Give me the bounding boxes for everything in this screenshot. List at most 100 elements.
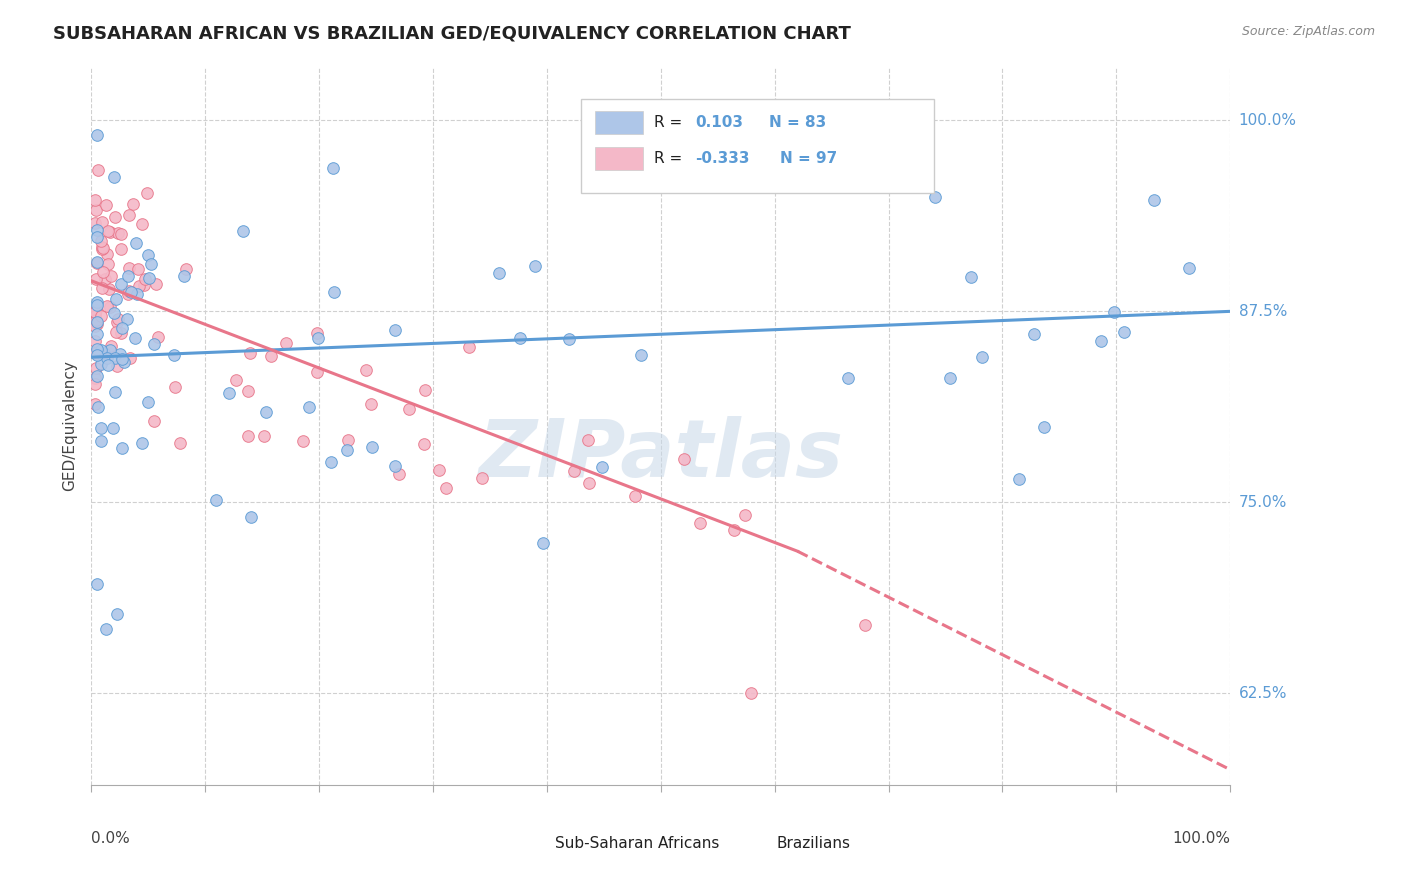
Point xyxy=(86,295,108,310)
Point xyxy=(83,334,105,348)
Point xyxy=(1024,327,1046,342)
Point xyxy=(96,198,118,212)
Point xyxy=(307,331,329,345)
Point xyxy=(163,347,186,361)
Point xyxy=(1090,334,1112,348)
Point xyxy=(83,304,105,318)
Point xyxy=(924,190,946,204)
Point xyxy=(96,247,118,261)
Point xyxy=(86,230,108,244)
Point xyxy=(488,266,510,280)
Point xyxy=(84,272,107,286)
Point xyxy=(117,312,139,326)
Point xyxy=(90,234,112,248)
Point xyxy=(90,242,112,256)
Point xyxy=(672,451,695,466)
Point xyxy=(86,298,108,312)
Text: R =: R = xyxy=(654,115,688,130)
Point xyxy=(90,421,112,435)
Point xyxy=(142,414,165,428)
Point xyxy=(84,361,107,376)
Point xyxy=(94,623,117,637)
Point xyxy=(98,225,121,239)
Point xyxy=(307,365,329,379)
Point xyxy=(127,262,149,277)
Point xyxy=(118,208,141,222)
Point xyxy=(120,351,142,365)
Text: 100.0%: 100.0% xyxy=(1239,113,1296,128)
Point xyxy=(232,224,254,238)
Point xyxy=(86,256,108,270)
Point xyxy=(86,317,108,331)
Point xyxy=(163,379,186,393)
Point xyxy=(83,194,105,208)
Point xyxy=(142,337,165,351)
Text: 62.5%: 62.5% xyxy=(1239,686,1286,701)
Point xyxy=(97,257,120,271)
Point xyxy=(174,261,197,276)
Point xyxy=(146,329,169,343)
Point xyxy=(205,492,228,507)
Point xyxy=(104,326,127,340)
Point xyxy=(97,358,120,372)
Point xyxy=(138,271,160,285)
Point xyxy=(90,343,112,358)
Text: R =: R = xyxy=(654,152,688,166)
Point xyxy=(131,435,153,450)
Text: N = 97: N = 97 xyxy=(780,152,838,166)
Point xyxy=(83,371,105,385)
Point xyxy=(84,203,107,218)
Point xyxy=(93,346,115,360)
Point xyxy=(1114,325,1136,339)
Point xyxy=(104,351,127,365)
Point xyxy=(90,215,112,229)
Point xyxy=(124,331,146,345)
Point xyxy=(101,421,124,435)
Point xyxy=(90,434,112,448)
Point xyxy=(103,305,125,319)
Point xyxy=(84,312,107,326)
Point xyxy=(86,348,108,362)
Point xyxy=(360,397,382,411)
Point xyxy=(84,216,107,230)
Point xyxy=(260,349,283,363)
Point xyxy=(117,268,139,283)
Point xyxy=(531,536,554,550)
FancyBboxPatch shape xyxy=(735,833,769,855)
Point xyxy=(591,459,613,474)
Point xyxy=(218,386,240,401)
Point xyxy=(91,240,114,254)
FancyBboxPatch shape xyxy=(595,111,643,134)
Point xyxy=(131,217,153,231)
Point xyxy=(970,350,993,364)
Point xyxy=(86,163,108,178)
Point xyxy=(83,310,105,324)
Point xyxy=(83,346,105,360)
Point xyxy=(413,383,436,397)
Text: ZIPatlas: ZIPatlas xyxy=(478,416,844,493)
Text: N = 83: N = 83 xyxy=(769,115,827,130)
Point xyxy=(83,377,105,392)
Text: Source: ZipAtlas.com: Source: ZipAtlas.com xyxy=(1241,25,1375,38)
Point xyxy=(630,348,652,362)
Point xyxy=(136,394,159,409)
Point xyxy=(434,482,457,496)
Point xyxy=(239,510,262,524)
Point xyxy=(98,346,121,360)
Point xyxy=(412,436,434,450)
Point xyxy=(94,272,117,286)
Point xyxy=(100,339,122,353)
Y-axis label: GED/Equivalency: GED/Equivalency xyxy=(62,360,77,491)
Point xyxy=(354,363,377,377)
Point xyxy=(298,400,321,414)
Point xyxy=(86,400,108,414)
Point xyxy=(98,301,121,315)
Point xyxy=(225,373,247,387)
Point xyxy=(86,254,108,268)
Point xyxy=(97,282,120,296)
Point xyxy=(136,186,159,201)
Text: SUBSAHARAN AFRICAN VS BRAZILIAN GED/EQUIVALENCY CORRELATION CHART: SUBSAHARAN AFRICAN VS BRAZILIAN GED/EQUI… xyxy=(53,25,851,43)
Point xyxy=(1008,472,1031,486)
Point xyxy=(86,128,108,142)
Point xyxy=(86,577,108,591)
